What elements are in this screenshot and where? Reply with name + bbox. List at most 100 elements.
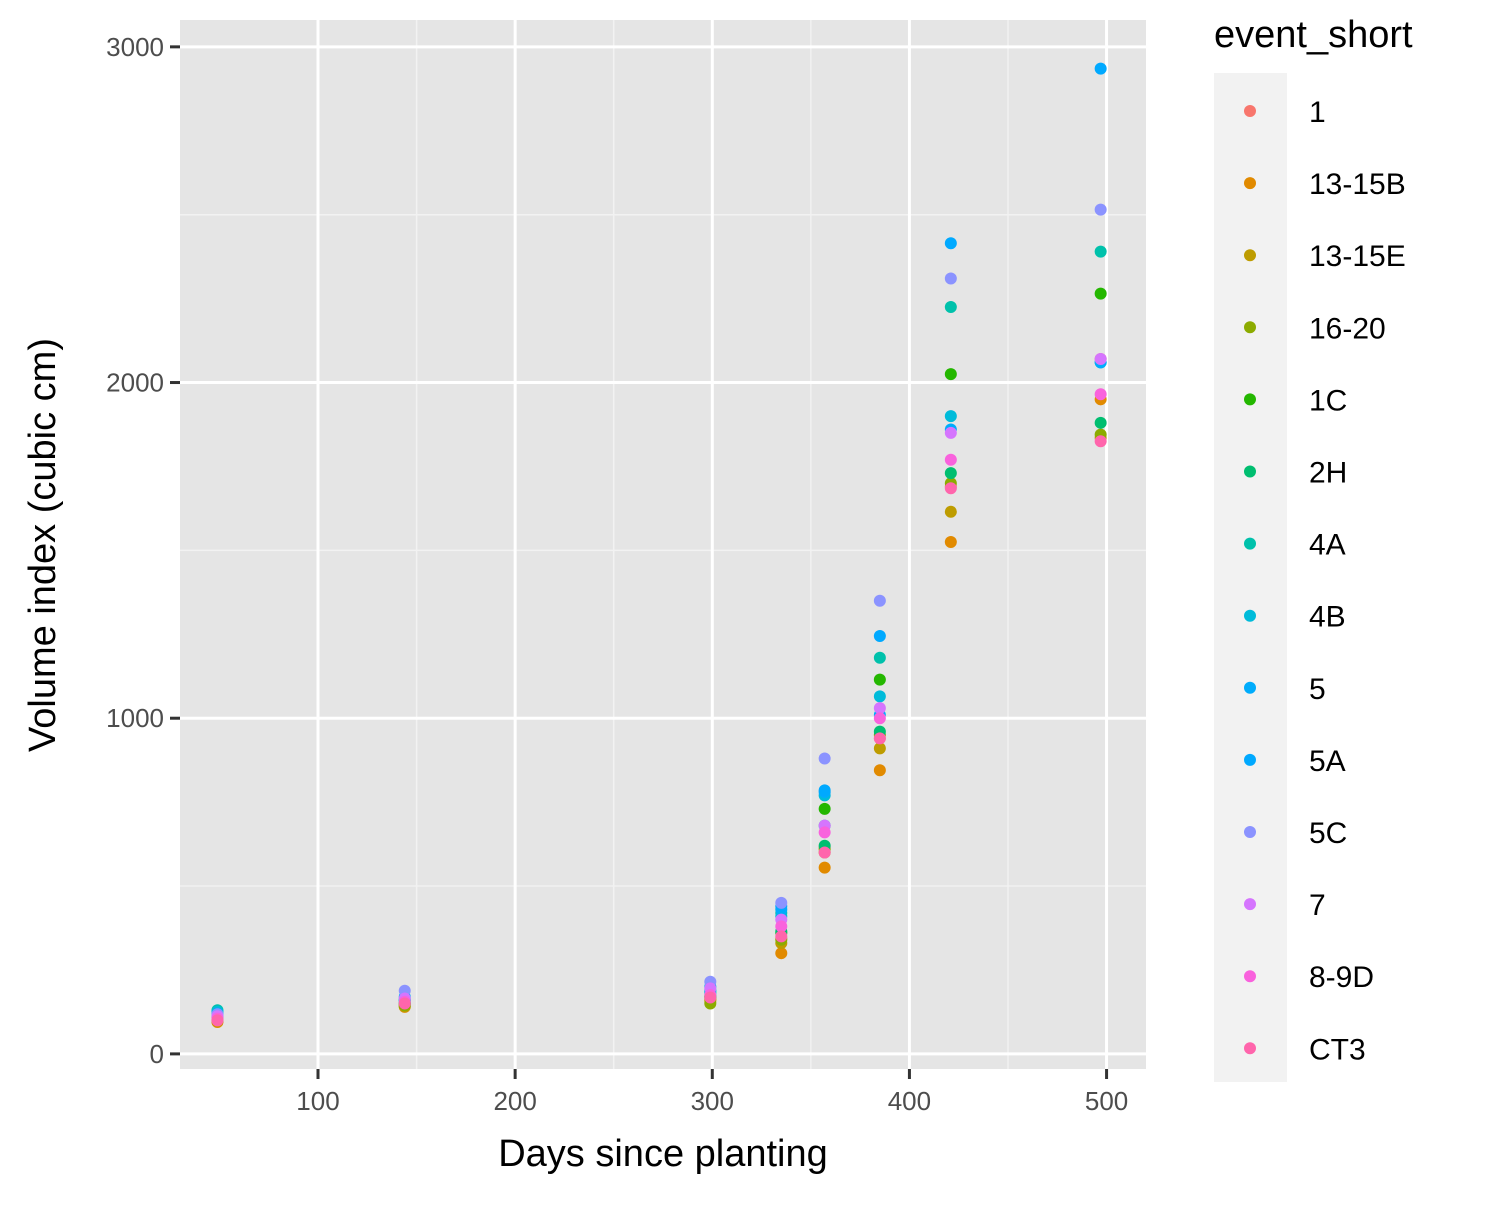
legend-item: 5 [1244,673,1326,706]
data-point [873,594,886,607]
data-point [944,426,957,439]
y-tick-label: 2000 [106,368,164,398]
data-points [211,62,1107,1029]
data-point [1094,353,1107,366]
legend-key-marker [1244,249,1256,262]
data-point [873,742,886,755]
legend-label: CT3 [1309,1033,1366,1066]
y-tick-label: 0 [150,1039,164,1069]
y-tick-label: 1000 [106,703,164,733]
data-point [818,802,831,815]
legend-title: event_short [1214,14,1413,56]
legend-label: 13-15B [1309,168,1406,201]
legend-label: 1C [1309,384,1347,417]
plot-panel [180,20,1146,1069]
data-point [873,712,886,725]
grid-lines [180,20,1146,1069]
legend-item: 4B [1244,601,1346,634]
legend-label: 4A [1309,529,1346,562]
data-point [873,629,886,642]
data-point [1094,416,1107,429]
x-tick-label: 300 [691,1086,734,1116]
data-point [944,467,957,480]
data-point [1094,245,1107,258]
y-tick-label: 3000 [106,32,164,62]
data-point [873,764,886,777]
data-point [944,272,957,285]
axes: 100 200 300 400 500 0 1000 2000 3000 [106,32,1128,1116]
legend-label: 7 [1309,889,1326,922]
legend-key-marker [1244,681,1256,694]
data-point [944,535,957,548]
legend-key-marker [1244,1042,1256,1055]
legend-key-marker [1244,393,1256,406]
x-tick-label: 100 [296,1086,339,1116]
data-point [944,368,957,381]
legend-item: 1 [1244,96,1326,129]
legend-item: 5C [1244,817,1347,850]
legend-key-marker [1244,537,1256,550]
data-point [775,920,788,933]
legend-label: 2H [1309,457,1347,490]
data-point [873,690,886,703]
legend-key-marker [1244,105,1256,117]
legend-key-marker [1244,321,1256,334]
legend-key-background [1214,73,1287,1082]
data-point [873,732,886,745]
legend-item: 13-15E [1244,240,1406,273]
legend-label: 5C [1309,817,1347,850]
legend-item: 16-20 [1244,312,1386,345]
legend-item: 5A [1244,745,1346,778]
legend-item: 4A [1244,529,1346,562]
legend-key-marker [1244,177,1256,190]
data-point [818,826,831,839]
data-point [944,505,957,518]
y-axis-title: Volume index (cubic cm) [22,338,64,752]
legend-label: 16-20 [1309,312,1386,345]
data-point [818,784,831,797]
data-point [1094,62,1107,75]
legend-label: 1 [1309,96,1326,129]
legend-key-marker [1244,826,1256,838]
legend-label: 4B [1309,601,1346,634]
data-point [873,702,886,715]
legend-label: 8-9D [1309,961,1374,994]
data-point [818,846,831,859]
data-point [211,1014,224,1027]
data-point [873,651,886,664]
data-point [944,482,957,495]
data-point [818,861,831,874]
series-CT3 [211,435,1107,1027]
legend-item: CT3 [1244,1033,1366,1066]
legend-item: 13-15B [1244,168,1406,201]
data-point [1094,388,1107,401]
x-tick-label: 500 [1085,1086,1128,1116]
x-tick-label: 400 [888,1086,931,1116]
legend-label: 5 [1309,673,1326,706]
x-axis-title: Days since planting [498,1133,828,1175]
data-point [398,997,411,1010]
data-point [944,301,957,314]
data-point [775,930,788,943]
data-point [1094,203,1107,216]
legend-label: 5A [1309,745,1346,778]
data-point [944,237,957,250]
data-point [873,673,886,686]
legend-item: 7 [1244,889,1326,922]
x-tick-label: 200 [493,1086,536,1116]
data-point [1094,435,1107,448]
legend-key-marker [1244,465,1256,478]
data-point [1094,287,1107,300]
data-point [818,752,831,765]
data-point [704,991,717,1004]
legend-item: 1C [1244,384,1347,417]
legend: event_short 1 13-15B 13-15E 16-20 1C 2H 4A 4B 5 5… [1214,14,1413,1082]
legend-key-marker [1244,753,1256,766]
data-point [775,947,788,960]
legend-item: 8-9D [1244,961,1374,994]
legend-key-marker [1244,609,1256,622]
legend-key-marker [1244,970,1256,983]
data-point [775,896,788,909]
